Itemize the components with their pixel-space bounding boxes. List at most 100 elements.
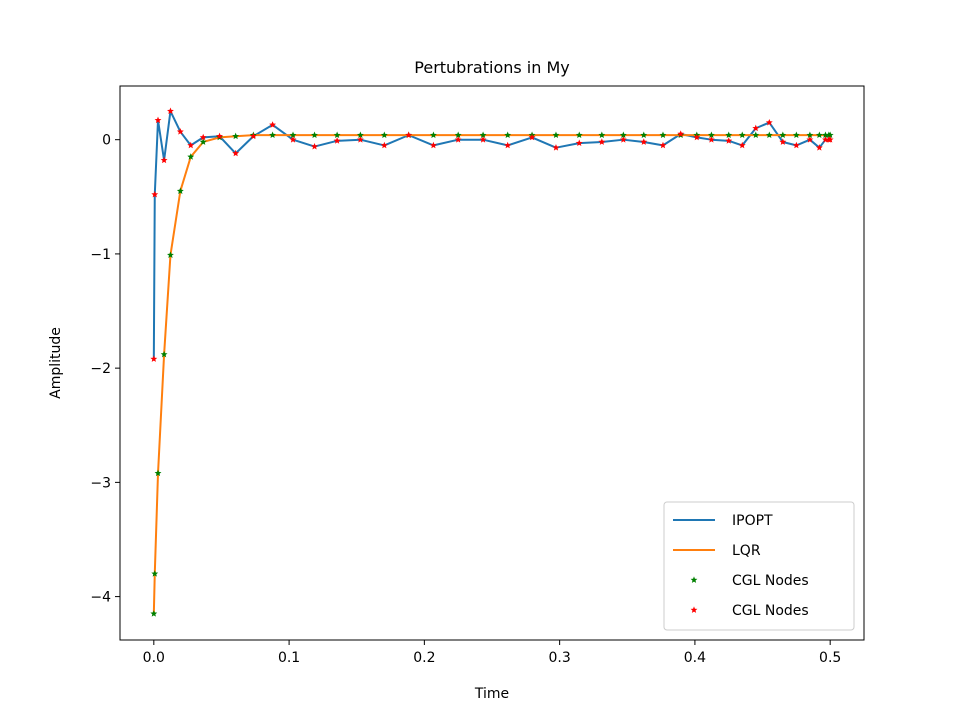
cgl-node-point [187,153,195,160]
cgl-node-point [806,136,814,143]
legend-label: LQR [732,543,761,559]
x-tick-label: 0.0 [143,650,165,666]
cgl-node-point [779,138,787,145]
cgl-node-point [598,131,606,139]
legend-entries: IPOPT LQR CGL Nodes CGL Nodes [673,513,809,619]
cgl-node-point [619,136,627,143]
cgl-node-point [815,144,823,151]
cgl-node-point [160,350,168,358]
cgl-node-point [356,131,364,139]
cgl-node-point [167,251,174,258]
cgl-node-point [249,132,257,140]
cgl-node-point [826,131,834,139]
cgl-node-point [311,142,318,150]
cgl-node-point [765,118,773,126]
cgl-node-point [454,131,462,139]
cgl-node-point [575,131,583,139]
legend-label: CGL Nodes [732,573,809,589]
legend-swatch [690,576,698,583]
x-tick-label: 0.2 [413,650,435,666]
cgl-node-point [150,355,158,362]
cgl-node-point [311,131,318,139]
cgl-node-point [176,128,184,135]
cgl-node-point [154,469,162,477]
cgl-node-point [405,131,413,139]
cgl-node-point [552,131,560,139]
cgl-node-point [677,130,685,137]
cgl-node-point [380,131,388,139]
cgl-node-point [216,132,223,140]
cgl-node-point [707,131,715,139]
cgl-node-point [289,136,297,143]
cgl-node-point [575,139,583,147]
cgl-node-point [792,141,800,149]
cgl-node-point [430,131,437,139]
x-tick-label: 0.4 [684,650,706,666]
cgl-node-point [779,131,787,139]
cgl-node-point [154,116,162,124]
cgl-node-point [598,138,606,145]
legend-box [663,501,855,631]
cgl-node-point [752,131,760,139]
legend-label: CGL Nodes [732,603,809,619]
cgl-node-point [160,156,168,164]
cgl-node-point [176,187,184,194]
y-tick-label: 0 [102,133,111,149]
y-axis: 0 −1 −2 −3 −4 [90,133,120,606]
cgl-node-point [232,149,240,157]
cgl-node-point [725,137,733,144]
cgl-node-point [725,131,733,139]
y-tick-label: −2 [90,361,111,377]
cgl-node-point [738,131,746,139]
cgl-node-point [269,131,277,139]
cgl-node-point [792,131,800,139]
cgl-node-point [738,141,746,149]
x-tick-label: 0.1 [278,650,300,666]
cgl-node-point [187,141,195,149]
cgl-node-point [552,144,560,151]
legend-label: IPOPT [732,513,773,529]
cgl-node-point [659,141,667,149]
cgl-node-point [167,107,174,115]
cgl-node-point [151,190,159,198]
cgl-node-point [504,131,512,139]
legend-swatch [690,606,698,613]
cgl-node-point [333,137,341,144]
y-tick-label: −3 [90,475,111,491]
cgl-node-point [659,131,667,139]
cgl-node-point [528,133,536,141]
x-tick-label: 0.3 [549,650,571,666]
cgl-node-point [333,131,341,139]
cgl-node-point [199,133,207,141]
cgl-node-point [430,141,437,149]
cgl-node-point [504,141,512,149]
cgl-node-point [150,610,158,617]
cgl-node-point [454,136,462,143]
cgl-node-point [199,138,207,145]
cgl-node-point [707,136,715,143]
cgl-node-point [151,570,159,577]
cgl-node-point [806,131,814,139]
cgl-node-point [269,121,277,128]
series-layer [150,107,834,617]
cgl-node-point [765,131,773,139]
cgl-node-point [640,131,648,139]
cgl-node-point [479,131,487,139]
cgl-node-point [356,136,364,143]
cgl-node-point [815,131,823,139]
y-tick-label: −4 [90,590,111,606]
cgl-node-point [479,136,487,143]
x-axis: 0.0 0.1 0.2 0.3 0.4 0.5 [143,640,841,666]
legend: IPOPT LQR CGL Nodes CGL Nodes [663,501,855,631]
cgl-node-point [826,136,834,143]
cgl-node-point [693,133,701,141]
cgl-node-point [232,132,240,140]
x-tick-label: 0.5 [819,650,841,666]
y-axis-label: Amplitude [48,327,64,399]
y-tick-label: −1 [90,247,111,263]
chart-title: Pertubrations in My [414,58,569,77]
cgl-node-point [380,141,388,149]
x-axis-label: Time [474,686,509,702]
cgl-node-point [619,131,627,139]
